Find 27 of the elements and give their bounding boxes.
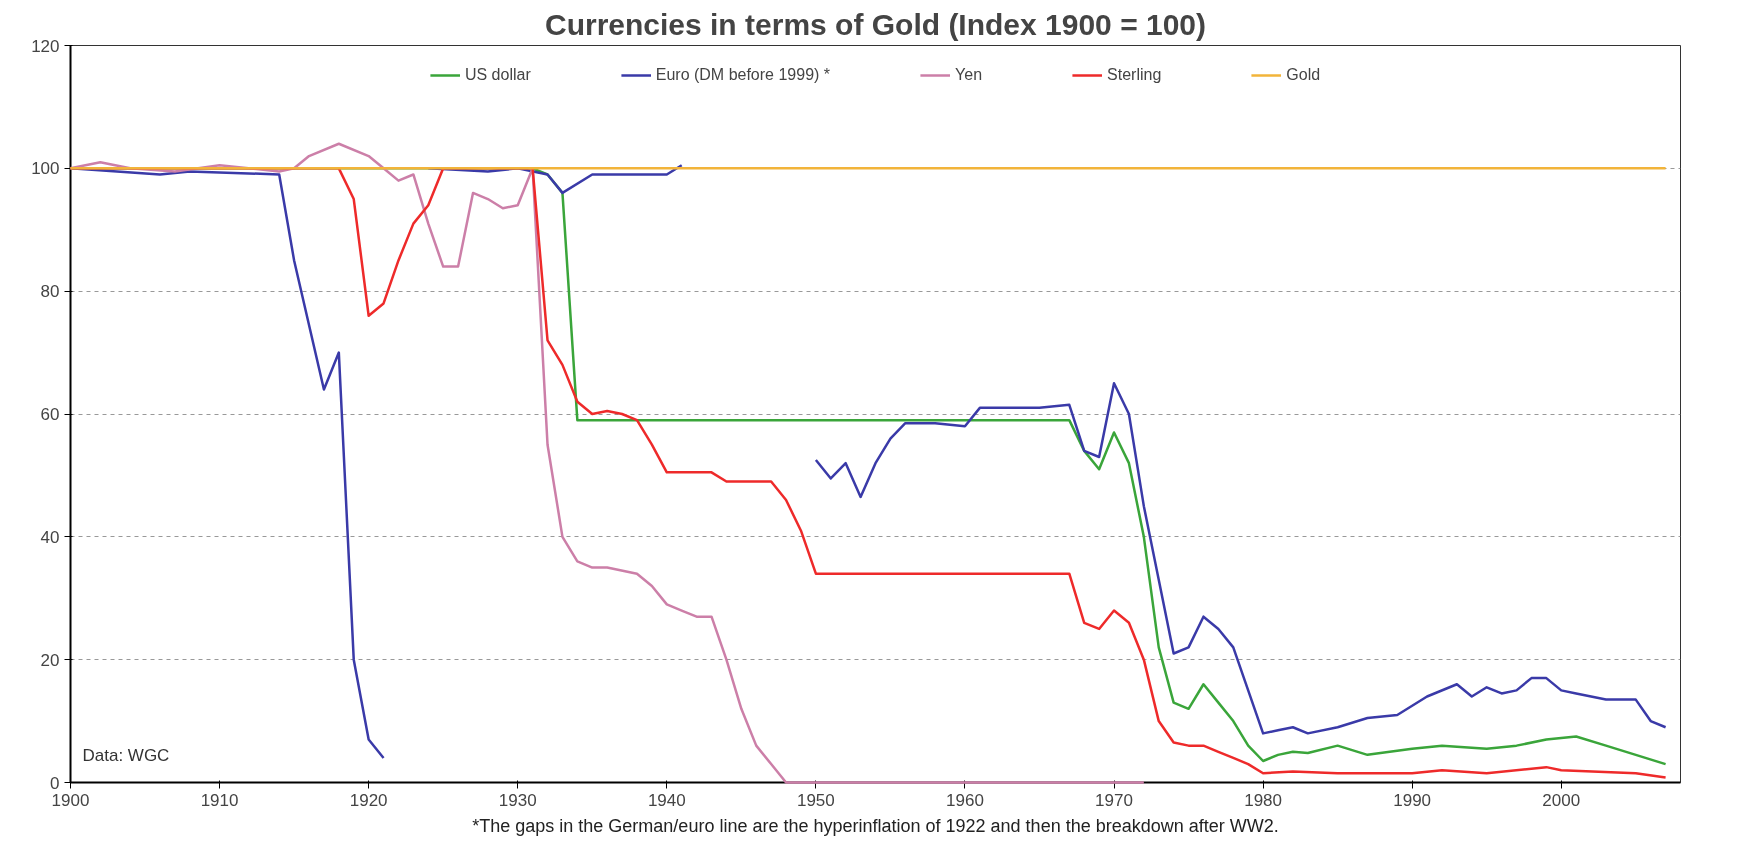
legend-label: Euro (DM before 1999) *: [655, 66, 831, 84]
x-tick-label: 1900: [51, 790, 90, 810]
legend-label: Gold: [1286, 66, 1321, 84]
x-tick-label: 1950: [796, 790, 835, 810]
line-series: [69, 142, 1146, 784]
y-tick-label: 40: [40, 527, 60, 547]
x-tick-label: 1940: [647, 790, 686, 810]
x-tick-label: 1990: [1393, 790, 1432, 810]
text: *The gaps in the German/euro line are the hyperinflation of 1922 and then the breakdown after WW2.: [472, 815, 1279, 836]
x-tick-label: 1960: [946, 790, 984, 810]
x-tick-label: 1980: [1244, 790, 1283, 810]
legend-label: US dollar: [464, 66, 531, 84]
y-tick-label: 20: [40, 650, 60, 670]
y-tick-label: 80: [40, 282, 60, 302]
y-tick-label: 60: [40, 405, 60, 424]
legend-label: Sterling: [1107, 66, 1162, 84]
x-tick-label: 2000: [1542, 790, 1581, 810]
y-tick-label: 0: [50, 773, 60, 793]
x-tick-label: 1970: [1095, 790, 1133, 810]
x-tick-label: 1920: [349, 790, 388, 810]
x-tick-label: 1930: [498, 790, 537, 810]
y-tick-label: 100: [31, 159, 60, 179]
chart-title: Currencies in terms of Gold (Index 1900 = 100): [544, 7, 1207, 41]
y-tick-label: 120: [31, 36, 60, 56]
x-tick-label: 1910: [200, 790, 239, 810]
legend-label: Yen: [955, 66, 983, 84]
annotation: Data: WGC: [82, 745, 170, 765]
